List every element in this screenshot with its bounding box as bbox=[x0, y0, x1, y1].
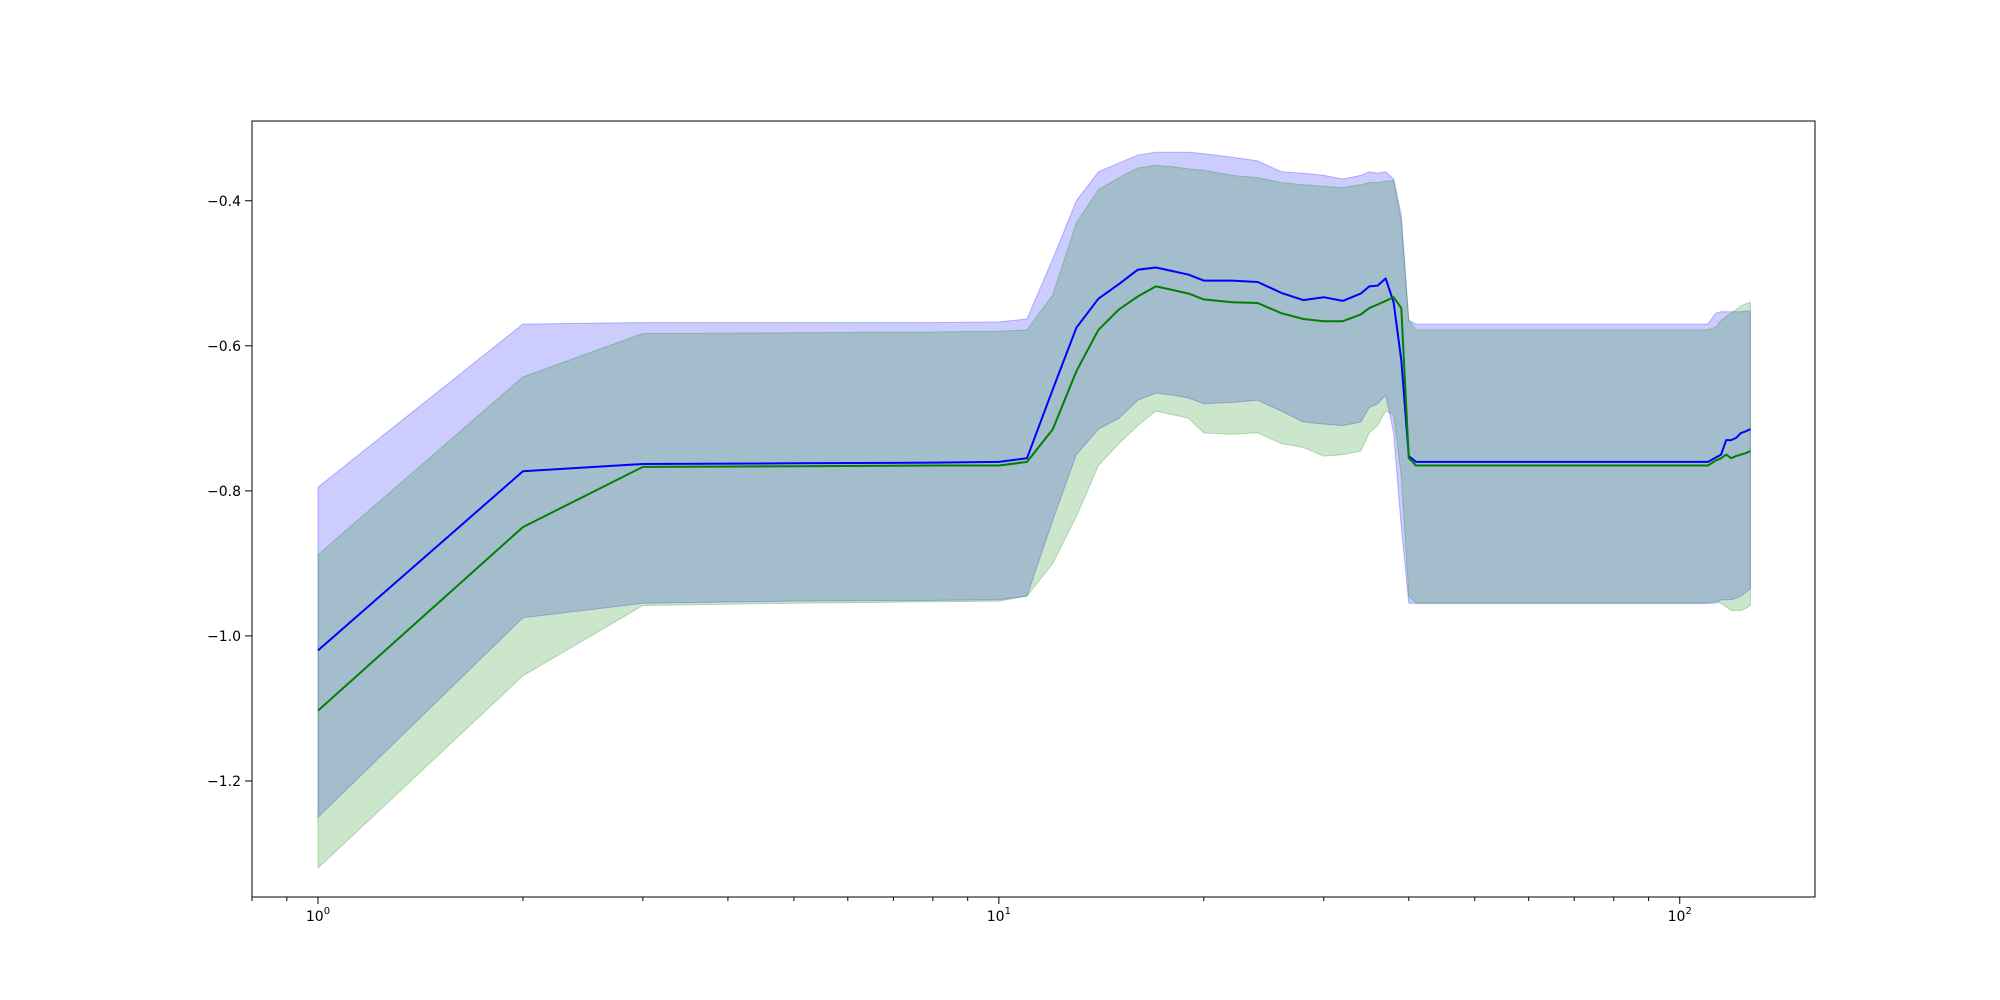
series-1-band bbox=[317, 151, 1751, 819]
series-2-band bbox=[317, 164, 1751, 870]
series-lines bbox=[317, 266, 1751, 712]
y-tick-label: −0.8 bbox=[207, 484, 241, 500]
y-tick-label: −1.0 bbox=[207, 629, 241, 645]
x-tick-label: 100 bbox=[306, 906, 330, 925]
plot-frame bbox=[251, 120, 1816, 898]
series-2-line bbox=[317, 285, 1751, 712]
y-tick-label: −1.2 bbox=[207, 774, 241, 790]
x-axis: 100 101 102 bbox=[251, 897, 1692, 925]
series-1-line bbox=[317, 266, 1751, 652]
x-tick-label: 102 bbox=[1668, 906, 1692, 925]
y-tick-label: −0.4 bbox=[207, 194, 241, 210]
y-axis: −0.4 −0.6 −0.8 −1.0 −1.2 bbox=[207, 194, 252, 790]
x-tick-label: 101 bbox=[987, 906, 1011, 925]
y-tick-label: −0.6 bbox=[207, 339, 241, 355]
confidence-bands bbox=[317, 151, 1751, 870]
